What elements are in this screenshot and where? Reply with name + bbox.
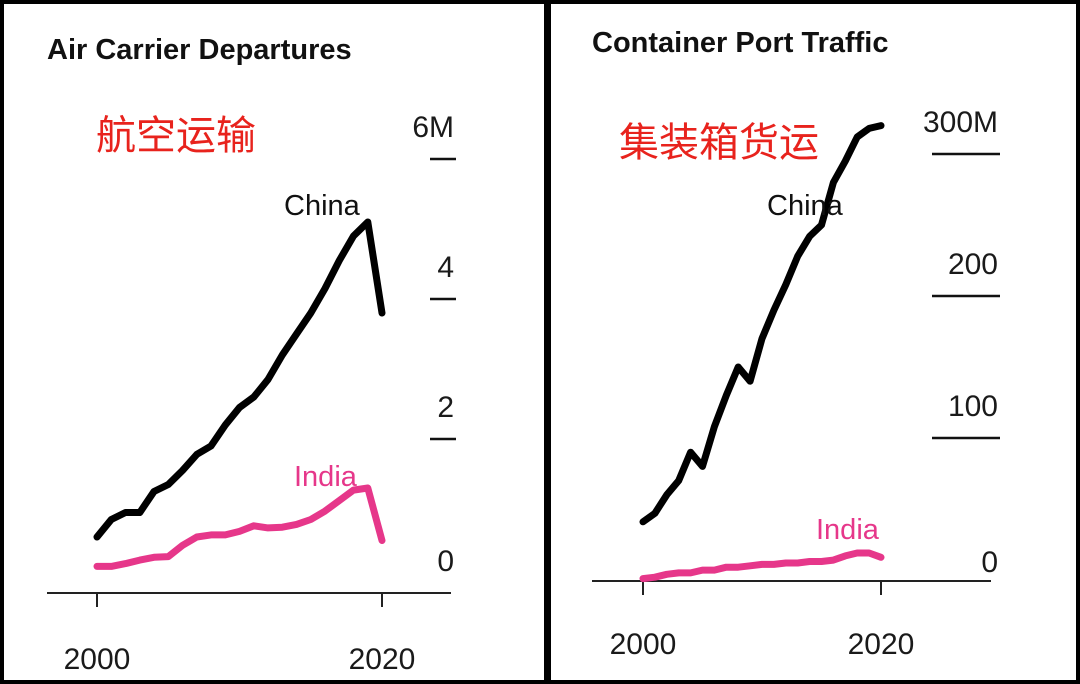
air-series-label-china: China	[284, 190, 361, 222]
port-y-tick-label: 0	[981, 546, 998, 579]
port-series-china-line	[639, 122, 885, 526]
panel-container-port: Container Port Traffic 集装箱货运 0 100 200 300M 20…	[551, 4, 1076, 680]
air-series-china-line	[93, 218, 386, 541]
panel-air-carrier: Air Carrier Departures 航空运输 0 2 4 6M 2000 2020 C…	[4, 4, 544, 680]
air-series-label-india: India	[294, 461, 358, 493]
port-x-tick-label: 2020	[848, 628, 915, 661]
air-x-tick-label: 2000	[64, 643, 131, 676]
air-x-tick-label: 2020	[349, 643, 416, 676]
port-chinese-caption: 集装箱货运	[619, 120, 819, 166]
air-y-tick-label: 6M	[412, 111, 454, 144]
air-series-india-line	[93, 484, 386, 570]
air-y-tick-label: 2	[437, 391, 454, 424]
air-y-tick-label: 4	[437, 251, 454, 284]
port-y-tick-label: 100	[948, 390, 998, 423]
port-x-tick-label: 2000	[610, 628, 677, 661]
air-y-tick-label: 0	[437, 545, 454, 578]
air-chart-title: Air Carrier Departures	[47, 34, 352, 66]
port-y-tick-label: 200	[948, 248, 998, 281]
container-port-chart: Container Port Traffic 集装箱货运 0 100 200 300M 20…	[592, 27, 1000, 661]
air-chinese-caption: 航空运输	[96, 113, 256, 159]
port-series-label-china: China	[767, 190, 844, 222]
air-carrier-chart: Air Carrier Departures 航空运输 0 2 4 6M 2000 2020 C…	[47, 34, 456, 676]
port-chart-title: Container Port Traffic	[592, 27, 889, 59]
port-series-india-line	[639, 549, 885, 583]
port-series-label-india: India	[816, 514, 880, 546]
port-y-tick-label: 300M	[923, 106, 998, 139]
